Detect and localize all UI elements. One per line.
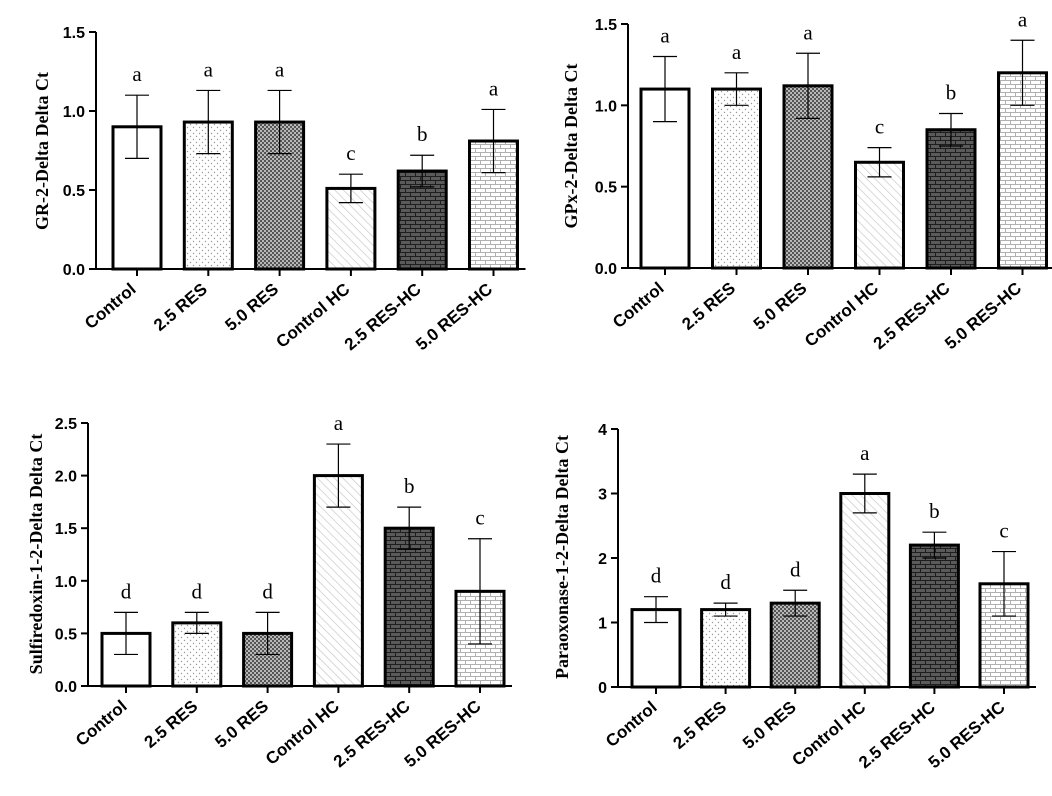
significance-label: d	[790, 557, 801, 581]
y-tick-label: 0.5	[595, 180, 617, 197]
y-tick-label: 0	[598, 680, 607, 697]
significance-label: a	[204, 57, 214, 81]
significance-label: b	[929, 499, 940, 523]
y-tick-label: 2	[598, 551, 607, 568]
y-tick-label: 2.5	[55, 416, 77, 433]
chart-panel-sulfiredoxin: Sulfiredoxin-1-2-Delta Delta Ct 0.0 0.5 1.…	[26, 411, 512, 771]
y-tick-label: 0.0	[595, 261, 617, 278]
significance-label: d	[121, 579, 132, 603]
significance-label: c	[875, 115, 884, 139]
x-category-label: 2.5 RES	[678, 279, 739, 334]
significance-label: b	[417, 122, 428, 146]
y-tick-label: 0.5	[63, 183, 85, 200]
bar	[700, 608, 752, 689]
significance-label: d	[720, 570, 731, 594]
y-tick-label: 0.0	[63, 262, 85, 279]
significance-label: c	[475, 506, 484, 530]
significance-label: d	[192, 579, 203, 603]
x-category-label: 5.0 RES-HC	[412, 280, 496, 355]
significance-label: c	[346, 141, 355, 165]
significance-label: a	[334, 411, 344, 435]
significance-label: a	[275, 57, 285, 81]
significance-label: d	[262, 579, 273, 603]
x-category-label: 5.0 RES	[211, 697, 272, 752]
x-category-label: Control	[609, 279, 668, 332]
chart-panel-gpx2: GPx-2-Delta Delta Ct 0.0 0.5 1.0 1.5 a Contro…	[561, 7, 1052, 353]
y-axis-title: Sulfiredoxin-1-2-Delta Delta Ct	[26, 434, 46, 675]
y-tick-label: 1	[598, 616, 607, 633]
y-tick-label: 1.0	[63, 104, 85, 121]
y-tick-label: 1.5	[55, 521, 77, 538]
significance-label: a	[732, 40, 742, 64]
x-category-label: 5.0 RES	[750, 279, 811, 334]
x-category-label: Control	[602, 698, 661, 751]
y-tick-label: 4	[598, 422, 607, 439]
x-category-label: 2.5 RES	[141, 697, 202, 752]
significance-label: b	[946, 80, 957, 104]
x-category-label: 2.5 RES-HC	[870, 279, 954, 354]
bar	[711, 87, 762, 270]
significance-label: a	[132, 62, 142, 86]
x-category-label: 5.0 RES-HC	[401, 697, 485, 772]
bar	[839, 492, 891, 689]
bar	[854, 160, 905, 270]
bar	[769, 601, 821, 689]
x-category-label: Control	[72, 697, 131, 750]
significance-label: d	[651, 564, 662, 588]
y-tick-label: 3	[598, 487, 607, 504]
y-tick-label: 2.0	[55, 469, 77, 486]
y-tick-label: 1.0	[55, 574, 77, 591]
x-category-label: 5.0 RES	[739, 698, 800, 753]
significance-label: a	[860, 441, 870, 465]
y-tick-label: 1.0	[595, 98, 617, 115]
x-category-label: 5.0 RES-HC	[941, 279, 1025, 354]
chart-panel-paraoxonase: Paraoxonase-1-2-Delta Delta Ct 0 1 2 3 4 d Con…	[552, 422, 1036, 772]
significance-label: a	[660, 24, 670, 48]
bar	[925, 128, 977, 270]
x-category-label: Control	[81, 280, 140, 333]
significance-label: c	[999, 519, 1008, 543]
y-tick-label: 1.5	[595, 17, 617, 34]
y-axis-title: GPx-2-Delta Delta Ct	[561, 64, 581, 229]
y-axis-title: Paraoxonase-1-2-Delta Delta Ct	[552, 435, 572, 679]
significance-label: a	[803, 20, 813, 44]
bar	[908, 543, 960, 689]
significance-label: b	[404, 474, 415, 498]
x-category-label: 5.0 RES-HC	[925, 698, 1009, 773]
y-tick-label: 1.5	[63, 25, 85, 42]
bar	[254, 120, 306, 271]
significance-label: a	[1018, 7, 1028, 31]
x-category-label: 2.5 RES	[669, 698, 730, 753]
chart-panel-gr2: GR-2-Delta Delta Ct 0.0 0.5 1.0 1.5 a Control…	[32, 25, 526, 354]
x-category-label: 2.5 RES-HC	[341, 280, 425, 355]
bar	[383, 526, 435, 688]
x-category-label: 2.5 RES-HC	[330, 697, 414, 772]
significance-label: a	[489, 76, 499, 100]
y-tick-label: 0.0	[55, 679, 77, 696]
y-axis-title: GR-2-Delta Delta Ct	[32, 72, 52, 230]
y-tick-label: 0.5	[55, 626, 77, 643]
x-category-label: 5.0 RES	[221, 280, 282, 335]
x-category-label: 2.5 RES	[150, 280, 211, 335]
